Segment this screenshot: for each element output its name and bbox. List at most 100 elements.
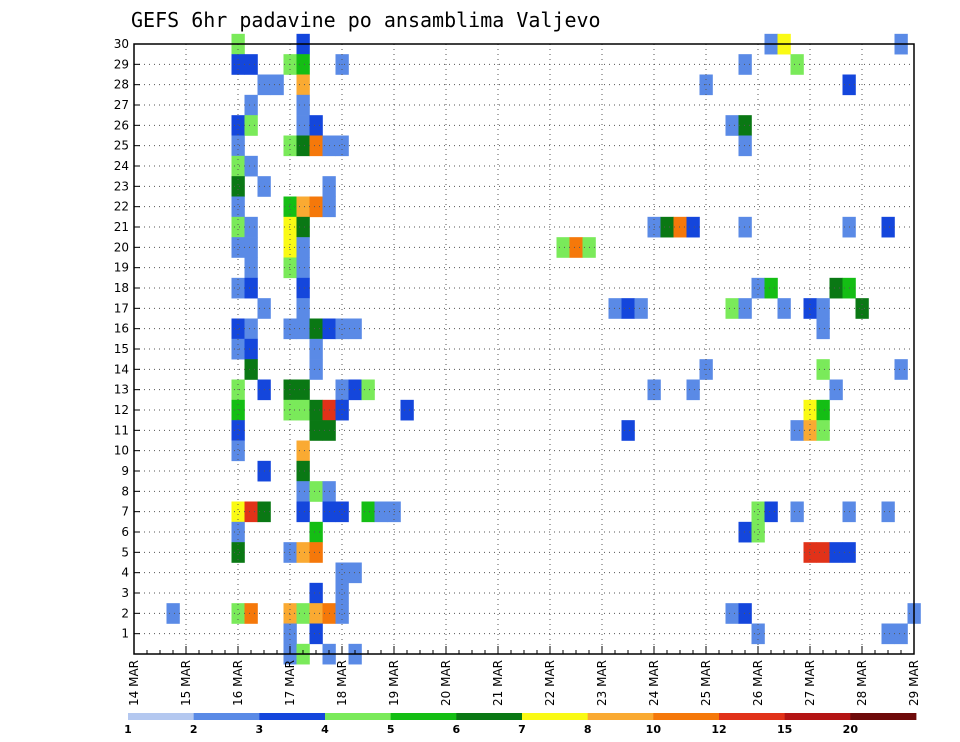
- heatmap-cell: [751, 277, 765, 299]
- heatmap-cell: [621, 420, 635, 441]
- heatmap-cell: [244, 338, 258, 360]
- y-tick-label: 25: [114, 139, 129, 153]
- heatmap-cell: [816, 399, 830, 421]
- y-tick-label: 18: [114, 281, 129, 295]
- heatmap-cell: [244, 257, 258, 279]
- heatmap-cell: [881, 623, 895, 645]
- heatmap-cell: [296, 298, 310, 319]
- legend-label: 7: [518, 723, 526, 736]
- y-tick-label: 13: [114, 383, 129, 397]
- heatmap-cell: [803, 420, 817, 441]
- heatmap-cell: [348, 318, 362, 340]
- heatmap-cell: [309, 135, 323, 157]
- heatmap-cell: [738, 603, 752, 624]
- heatmap-cell: [244, 115, 258, 136]
- heatmap-cell: [309, 542, 323, 563]
- y-tick-label: 10: [114, 444, 129, 458]
- y-tick-label: 5: [121, 545, 129, 559]
- x-tick-label: 15 MAR: [179, 660, 193, 706]
- heatmap-cell: [894, 623, 908, 645]
- heatmap-cell: [335, 399, 349, 421]
- heatmap-cell: [634, 298, 648, 319]
- heatmap-cell: [790, 420, 804, 441]
- heatmap-cell: [816, 542, 830, 563]
- heatmap-cell: [166, 603, 180, 624]
- heatmap-cell: [751, 501, 765, 523]
- heatmap-cell: [738, 54, 752, 75]
- x-tick-label: 20 MAR: [439, 660, 453, 706]
- y-tick-label: 14: [114, 362, 129, 376]
- heatmap-cell: [283, 257, 297, 279]
- heatmap-cell: [283, 318, 297, 340]
- heatmap-cell: [244, 277, 258, 299]
- heatmap-cell: [244, 155, 258, 177]
- legend-color-swatch: [587, 713, 654, 720]
- heatmap-cell: [296, 440, 310, 462]
- heatmap-cell: [231, 216, 245, 238]
- y-tick-label: 28: [114, 78, 129, 92]
- heatmap-cell: [686, 216, 700, 238]
- legend-color-swatch: [390, 713, 457, 720]
- heatmap-cells: [166, 33, 921, 665]
- heatmap-cell: [296, 115, 310, 136]
- legend-label: 2: [190, 723, 198, 736]
- heatmap-cell: [335, 562, 349, 584]
- heatmap-cell: [296, 257, 310, 279]
- y-tick-label: 26: [114, 118, 129, 132]
- heatmap-cell: [361, 501, 375, 523]
- heatmap-cell: [829, 379, 843, 401]
- heatmap-cell: [283, 237, 297, 258]
- heatmap-cell: [738, 521, 752, 543]
- heatmap-cell: [296, 318, 310, 340]
- heatmap-cell: [400, 399, 414, 421]
- legend-color-swatch: [128, 713, 195, 720]
- x-tick-label: 21 MAR: [491, 660, 505, 706]
- heatmap-cell: [231, 501, 245, 523]
- heatmap-cell: [296, 216, 310, 238]
- heatmap-cell: [803, 542, 817, 563]
- heatmap-cell: [660, 216, 674, 238]
- y-tick-label: 16: [114, 322, 129, 336]
- heatmap-cell: [244, 237, 258, 258]
- y-tick-label: 7: [121, 505, 129, 519]
- heatmap-cell: [894, 359, 908, 380]
- heatmap-cell: [816, 420, 830, 441]
- heatmap-cell: [283, 216, 297, 238]
- y-tick-label: 2: [121, 606, 129, 620]
- heatmap-cell: [296, 237, 310, 258]
- heatmap-cell: [231, 399, 245, 421]
- heatmap-cell: [296, 501, 310, 523]
- heatmap-cell: [231, 542, 245, 563]
- heatmap-cell: [725, 298, 739, 319]
- heatmap-cell: [283, 399, 297, 421]
- heatmap-cell: [244, 359, 258, 380]
- y-tick-label: 30: [114, 37, 129, 51]
- legend-color-swatch: [784, 713, 851, 720]
- legend-label: 5: [387, 723, 395, 736]
- heatmap-cell: [309, 399, 323, 421]
- y-tick-label: 12: [114, 403, 129, 417]
- x-tick-label: 23 MAR: [595, 660, 609, 706]
- heatmap-cell: [296, 603, 310, 624]
- heatmap-cell: [738, 135, 752, 157]
- heatmap-cell: [244, 318, 258, 340]
- heatmap-cell: [231, 115, 245, 136]
- heatmap-cell: [231, 420, 245, 441]
- heatmap-cell: [608, 298, 622, 319]
- heatmap-cell: [751, 521, 765, 543]
- heatmap-cell: [231, 176, 245, 197]
- legend-label: 4: [321, 723, 329, 736]
- heatmap-cell: [231, 318, 245, 340]
- heatmap-cell: [348, 379, 362, 401]
- x-tick-label: 26 MAR: [751, 660, 765, 706]
- heatmap-cell: [309, 196, 323, 218]
- heatmap-cell: [803, 399, 817, 421]
- legend-color-swatch: [522, 713, 589, 720]
- heatmap-cell: [296, 196, 310, 218]
- legend-color-swatch: [325, 713, 392, 720]
- heatmap-cell: [309, 420, 323, 441]
- y-tick-label: 23: [114, 179, 129, 193]
- y-tick-label: 19: [114, 261, 129, 275]
- heatmap-cell: [751, 623, 765, 645]
- x-tick-label: 22 MAR: [543, 660, 557, 706]
